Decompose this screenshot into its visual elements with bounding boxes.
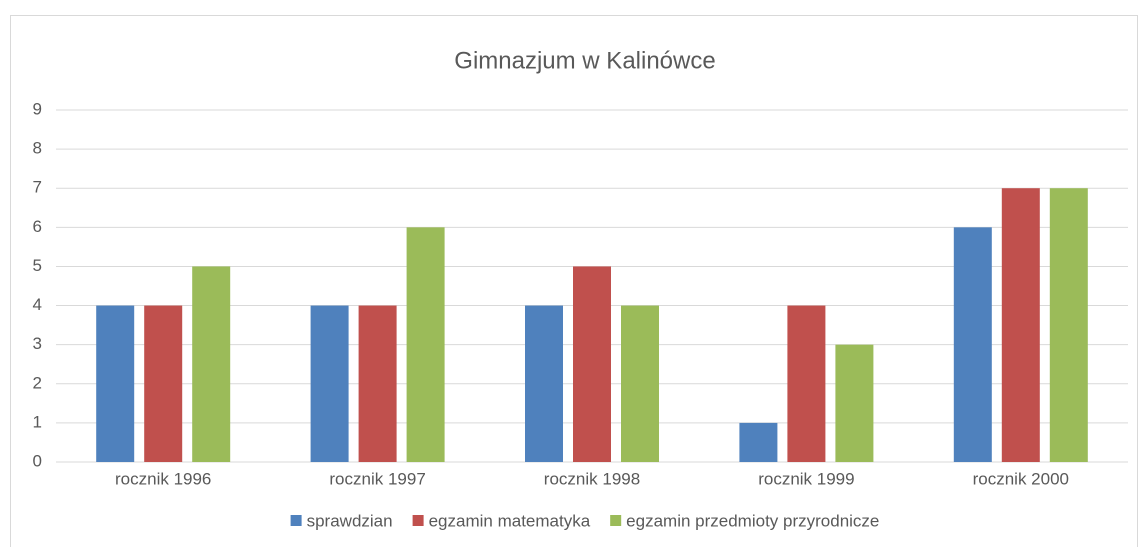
legend-swatch: [290, 515, 302, 526]
legend-swatch: [412, 515, 424, 526]
chart-title: Gimnazjum w Kalinówce: [454, 47, 715, 74]
bar: [144, 305, 183, 462]
bar: [621, 305, 659, 462]
x-tick-label: rocznik 2000: [973, 469, 1069, 488]
x-tick-label: rocznik 1998: [544, 469, 640, 488]
bar: [1049, 188, 1088, 462]
legend-label: egzamin matematyka: [429, 511, 591, 530]
bar: [192, 266, 231, 462]
y-tick-label: 8: [33, 139, 42, 158]
legend-label: sprawdzian: [307, 511, 393, 530]
bar: [1001, 188, 1040, 462]
bar: [573, 266, 611, 462]
bar: [953, 227, 992, 462]
bar: [787, 305, 826, 462]
x-tick-label: rocznik 1999: [758, 469, 854, 488]
y-tick-label: 4: [33, 295, 42, 314]
y-tick-label: 9: [33, 99, 42, 118]
bar: [835, 344, 874, 462]
legend-label: egzamin przedmioty przyrodnicze: [626, 511, 879, 530]
legend-swatch: [610, 515, 622, 526]
x-tick-label: rocznik 1996: [115, 469, 211, 488]
x-tick-label: rocznik 1997: [329, 469, 425, 488]
y-tick-label: 1: [33, 412, 42, 431]
y-tick-label: 0: [33, 451, 42, 470]
bar: [310, 305, 349, 462]
bar: [96, 305, 135, 462]
y-tick-label: 6: [33, 217, 42, 236]
bar: [525, 305, 563, 462]
bar: [739, 422, 778, 462]
y-tick-label: 3: [33, 334, 42, 353]
y-tick-label: 5: [33, 256, 42, 275]
bar: [358, 305, 397, 462]
y-tick-label: 7: [33, 178, 42, 197]
y-tick-label: 2: [33, 373, 42, 392]
bar: [406, 227, 445, 462]
